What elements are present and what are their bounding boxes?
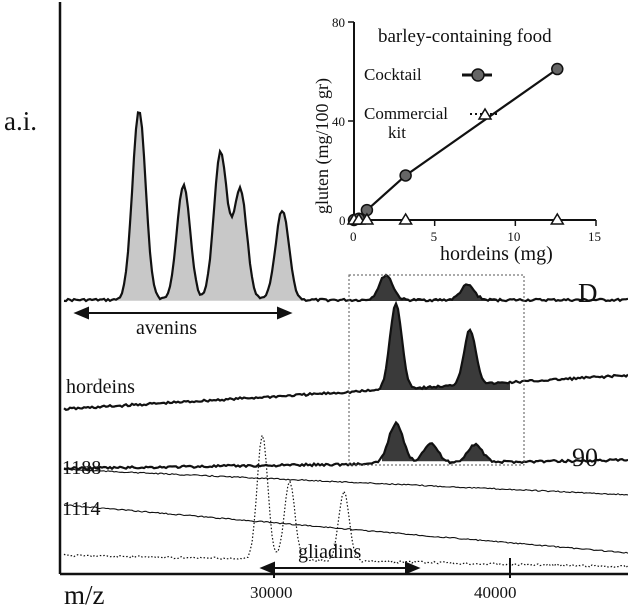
main-axes [58,2,628,576]
spectrum-trace-d [63,111,628,303]
trace-label-hordeins: hordeins [66,376,135,398]
trace-label-D: D [578,278,598,308]
inset-point-commercial-kit [359,212,375,225]
inset-point-cocktail [551,62,564,76]
spectra-group [63,111,628,569]
x-axis-label: m/z [64,580,105,609]
fill-hordeins-hordeins [378,303,510,390]
gliadins-range-arrow [259,561,421,575]
inset-x-label: hordeins (mg) [440,243,553,265]
spectrum-trace-90 [63,420,628,471]
trace-label-90: 90 [572,443,598,472]
legend-cocktail-label: Cocktail [364,65,422,84]
inset-point-commercial-kit [398,212,413,225]
inset-y-label: gluten (mg/100 gr) [312,78,333,214]
avenins-label: avenins [136,317,197,339]
hordein-region-box [348,274,525,466]
avenins-range-arrow [73,306,293,320]
inset-y-tick-label: 80 [332,15,345,30]
legend-cocktail-marker [471,68,485,82]
gliadins-label: gliadins [298,541,362,563]
trace-label-1188: 1188 [62,457,101,479]
inset-y-tick-label: 40 [332,114,345,129]
inset-plot: 0 5 10 15 0 40 80 barley-containing food horde… [300,0,625,270]
inset-x-tick-label: 15 [588,229,601,244]
x-tick-label-40000: 40000 [474,583,517,602]
legend-commercial-label: Commercial [364,104,448,123]
spectrum-trace-1114 [63,504,628,554]
spectrum-trace-1188 [63,468,628,496]
inset-ticks: 0 5 10 15 0 40 80 [332,15,601,244]
legend-commercial-marker [477,107,493,120]
spectrum-trace-hordeins [63,300,628,411]
inset-point-commercial-kit [549,212,565,225]
legend-commercial-label-2: kit [388,123,406,142]
spectrum-trace-gliadins [63,433,628,569]
inset-x-tick-label: 10 [507,229,520,244]
y-axis-label: a.i. [4,106,37,136]
inset-x-tick-label: 5 [431,229,438,244]
x-tick-label-30000: 30000 [250,583,293,602]
inset-x-tick-label: 0 [350,229,357,244]
trace-label-1114: 1114 [62,498,101,520]
fill-hordeins-90 [382,422,510,464]
inset-y-tick-label: 0 [339,213,346,228]
inset-point-cocktail [399,169,412,182]
inset-series [346,62,565,227]
inset-title: barley-containing food [378,26,552,47]
fill-hordeins-d [358,275,504,302]
